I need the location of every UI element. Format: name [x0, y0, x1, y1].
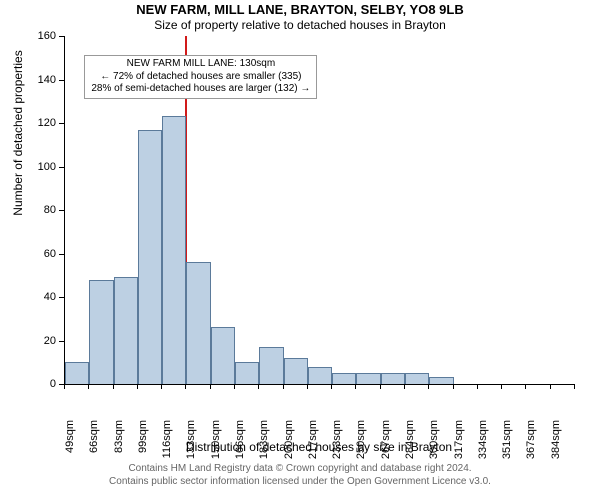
- xtick-mark: [113, 384, 114, 389]
- xtick-mark: [355, 384, 356, 389]
- xtick-label: 49sqm: [64, 420, 76, 470]
- annotation-box: NEW FARM MILL LANE: 130sqm ← 72% of deta…: [84, 55, 317, 99]
- page-title: NEW FARM, MILL LANE, BRAYTON, SELBY, YO8…: [0, 0, 600, 17]
- xtick-mark: [161, 384, 162, 389]
- ytick-mark: [59, 254, 64, 255]
- ytick-label: 140: [0, 74, 56, 86]
- histogram-bar: [186, 262, 210, 384]
- annotation-line-3: 28% of semi-detached houses are larger (…: [91, 83, 310, 96]
- histogram-bar: [89, 280, 113, 384]
- xtick-mark: [477, 384, 478, 389]
- histogram-bar: [405, 373, 429, 384]
- xtick-mark: [550, 384, 551, 389]
- ytick-mark: [59, 341, 64, 342]
- xtick-label: 351sqm: [501, 420, 513, 470]
- xtick-mark: [428, 384, 429, 389]
- xtick-label: 217sqm: [307, 420, 319, 470]
- xtick-label: 66sqm: [88, 420, 100, 470]
- histogram-bar: [235, 362, 259, 384]
- ytick-label: 0: [0, 378, 56, 390]
- xtick-label: 384sqm: [550, 420, 562, 470]
- ytick-label: 100: [0, 161, 56, 173]
- xtick-mark: [307, 384, 308, 389]
- ytick-mark: [59, 123, 64, 124]
- histogram-bar: [65, 362, 89, 384]
- ytick-label: 160: [0, 30, 56, 42]
- footer-line-2: Contains public sector information licen…: [0, 475, 600, 488]
- histogram-bar: [211, 327, 235, 384]
- histogram-bar: [259, 347, 283, 384]
- xtick-label: 183sqm: [258, 420, 270, 470]
- xtick-label: 367sqm: [525, 420, 537, 470]
- xtick-label: 233sqm: [331, 420, 343, 470]
- chart-container: NEW FARM, MILL LANE, BRAYTON, SELBY, YO8…: [0, 0, 600, 500]
- ytick-mark: [59, 167, 64, 168]
- histogram-bar: [332, 373, 356, 384]
- xtick-mark: [283, 384, 284, 389]
- xtick-mark: [210, 384, 211, 389]
- annotation-line-2: ← 72% of detached houses are smaller (33…: [91, 71, 310, 84]
- ytick-label: 60: [0, 248, 56, 260]
- ytick-mark: [59, 297, 64, 298]
- xtick-label: 200sqm: [283, 420, 295, 470]
- xtick-label: 284sqm: [404, 420, 416, 470]
- ytick-mark: [59, 36, 64, 37]
- y-axis-title: Number of detached properties: [11, 0, 25, 307]
- ytick-label: 40: [0, 291, 56, 303]
- annotation-line-1: NEW FARM MILL LANE: 130sqm: [91, 58, 310, 71]
- xtick-label: 116sqm: [161, 420, 173, 470]
- xtick-mark: [574, 384, 575, 389]
- xtick-mark: [380, 384, 381, 389]
- histogram-bar: [381, 373, 405, 384]
- xtick-mark: [64, 384, 65, 389]
- histogram-bar: [356, 373, 380, 384]
- xtick-label: 317sqm: [453, 420, 465, 470]
- xtick-mark: [453, 384, 454, 389]
- xtick-label: 250sqm: [355, 420, 367, 470]
- xtick-label: 334sqm: [477, 420, 489, 470]
- histogram-bar: [308, 367, 332, 384]
- xtick-mark: [525, 384, 526, 389]
- histogram-bar: [138, 130, 162, 384]
- histogram-bar: [429, 377, 453, 384]
- xtick-label: 83sqm: [113, 420, 125, 470]
- histogram-bar: [114, 277, 138, 384]
- histogram-bar: [162, 116, 186, 384]
- ytick-mark: [59, 80, 64, 81]
- xtick-mark: [234, 384, 235, 389]
- xtick-mark: [258, 384, 259, 389]
- xtick-label: 99sqm: [137, 420, 149, 470]
- histogram-bar: [284, 358, 308, 384]
- xtick-mark: [185, 384, 186, 389]
- xtick-label: 150sqm: [210, 420, 222, 470]
- xtick-label: 166sqm: [234, 420, 246, 470]
- ytick-mark: [59, 210, 64, 211]
- xtick-mark: [501, 384, 502, 389]
- ytick-label: 20: [0, 335, 56, 347]
- xtick-mark: [88, 384, 89, 389]
- xtick-mark: [137, 384, 138, 389]
- xtick-label: 133sqm: [185, 420, 197, 470]
- chart-subtitle: Size of property relative to detached ho…: [0, 17, 600, 32]
- ytick-label: 120: [0, 117, 56, 129]
- plot-area: NEW FARM MILL LANE: 130sqm ← 72% of deta…: [64, 36, 575, 385]
- ytick-label: 80: [0, 204, 56, 216]
- xtick-label: 300sqm: [428, 420, 440, 470]
- xtick-mark: [331, 384, 332, 389]
- xtick-label: 267sqm: [380, 420, 392, 470]
- xtick-mark: [404, 384, 405, 389]
